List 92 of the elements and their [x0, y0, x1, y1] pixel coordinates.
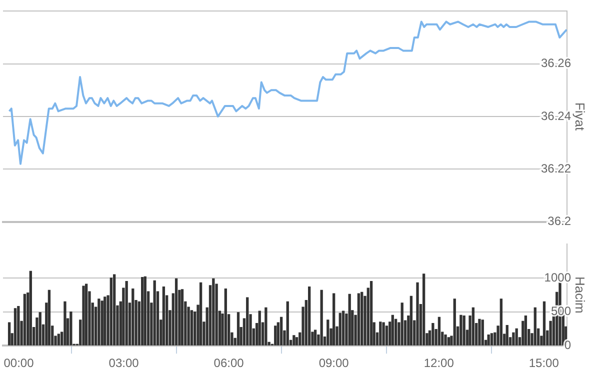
bar: [326, 320, 330, 346]
bar: [370, 281, 373, 346]
bar: [453, 298, 456, 346]
bar: [29, 270, 32, 346]
bar: [38, 312, 42, 346]
bar: [506, 324, 508, 346]
bar: [500, 298, 503, 346]
y-tick-label: 1000: [544, 270, 572, 284]
bar: [360, 292, 364, 346]
bar: [292, 335, 296, 346]
bar: [110, 278, 113, 346]
bar: [549, 320, 552, 346]
bar: [410, 296, 413, 346]
bar: [14, 308, 17, 346]
y-axis-title: Fiyat: [572, 102, 588, 131]
bar: [180, 289, 184, 346]
bar: [98, 298, 100, 346]
bar: [422, 274, 426, 346]
bar: [320, 290, 323, 346]
bar: [338, 312, 342, 346]
bar: [357, 293, 360, 346]
bar: [348, 294, 351, 346]
bar: [542, 301, 546, 346]
bar: [314, 330, 317, 346]
bar: [70, 311, 72, 346]
bar: [104, 296, 106, 346]
y-tick-label: 36.2: [548, 214, 572, 228]
bar: [447, 337, 450, 346]
bar: [141, 276, 144, 346]
bar: [144, 276, 146, 346]
bar: [246, 297, 249, 346]
x-tick-label: 15:00: [528, 356, 560, 370]
bar: [515, 328, 518, 346]
bar: [8, 322, 11, 346]
bar: [153, 280, 156, 346]
bar: [64, 301, 66, 346]
bar: [385, 326, 388, 346]
bar: [444, 334, 447, 346]
x-tick-label: 09:00: [318, 356, 350, 370]
bar: [472, 307, 475, 346]
bar: [308, 286, 311, 346]
bar: [342, 310, 345, 346]
bar: [174, 278, 178, 346]
bar: [280, 316, 283, 346]
bar: [478, 318, 481, 346]
bar: [264, 307, 268, 346]
bar: [394, 318, 398, 346]
bar: [487, 334, 490, 346]
bar: [82, 286, 85, 346]
bar: [274, 326, 277, 346]
y-tick-label: 0: [564, 338, 572, 352]
x-tick-label: 12:00: [424, 356, 454, 370]
bar: [113, 274, 116, 346]
y-tick-label: 36.22: [540, 161, 572, 176]
bar: [258, 310, 261, 346]
y-axis-title: Hacim: [572, 276, 588, 314]
bar: [460, 314, 462, 346]
bar: [438, 316, 441, 346]
bar: [332, 293, 336, 346]
bar: [162, 286, 166, 346]
bar: [100, 300, 104, 346]
bar: [432, 322, 434, 346]
bar: [416, 282, 419, 346]
bar: [286, 301, 289, 346]
bar: [462, 316, 466, 346]
bar: [132, 288, 134, 346]
y-tick-label: 500: [550, 304, 572, 318]
y-tick-label: 36.26: [540, 56, 572, 70]
bar: [400, 302, 404, 346]
bar: [224, 288, 227, 346]
bar: [379, 322, 382, 346]
bar: [125, 281, 128, 346]
bar: [490, 333, 494, 346]
bar: [199, 282, 202, 346]
x-tick-label: 00:00: [4, 356, 34, 370]
bar: [17, 306, 20, 346]
bar: [534, 307, 536, 346]
bar: [84, 284, 88, 346]
bar: [57, 334, 60, 346]
bar: [524, 316, 528, 346]
x-tick-label: 06:00: [214, 356, 244, 370]
bar: [481, 320, 484, 346]
x-tick-label: 03:00: [108, 356, 140, 370]
bar: [512, 332, 515, 346]
bar: [391, 314, 394, 346]
bar: [190, 310, 194, 346]
bar: [236, 312, 240, 346]
y-tick-label: 36.24: [540, 108, 572, 123]
bar: [212, 278, 215, 346]
bar: [48, 290, 51, 346]
bar: [382, 322, 385, 346]
bar: [23, 294, 26, 346]
